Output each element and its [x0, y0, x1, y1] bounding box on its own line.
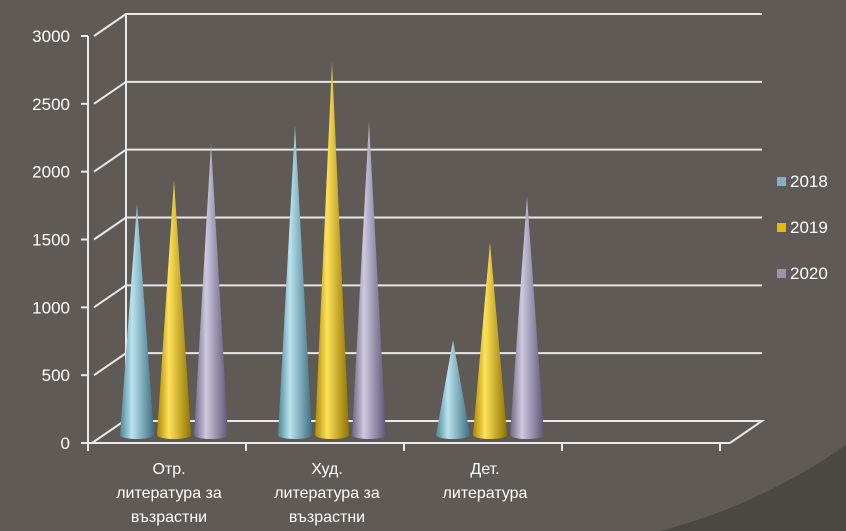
bar-2019-0 [157, 179, 191, 440]
x-tick-label: литература [443, 485, 528, 502]
gridline [93, 216, 762, 241]
y-tick-label: 1500 [32, 231, 70, 250]
y-tick-label: 3000 [32, 27, 70, 46]
corner-decoration [660, 445, 846, 531]
y-tick-label: 2000 [32, 163, 70, 182]
tick-labels: 0 500 1000 1500 2000 2500 3000 Отр. литература з… [32, 27, 527, 526]
y-tick-label: 0 [61, 434, 70, 453]
x-tick-label: Отр. [152, 461, 185, 478]
legend: 2018 2019 2020 [660, 172, 846, 531]
y-tick-label: 2500 [32, 95, 70, 114]
bar-2018-0 [120, 204, 154, 439]
gridline [93, 148, 762, 173]
gridline [93, 13, 762, 37]
gridline [93, 80, 762, 105]
legend-label-2018: 2018 [790, 172, 828, 191]
axes [81, 14, 730, 451]
y-tick-label: 1000 [32, 298, 70, 317]
legend-label-2019: 2019 [790, 218, 828, 237]
legend-swatch-2019 [777, 223, 786, 232]
bar-2019-2 [473, 242, 507, 439]
x-tick-label: възрастни [289, 509, 365, 526]
legend-swatch-2020 [777, 269, 786, 278]
y-tick-label: 500 [42, 366, 70, 385]
bar-2018-1 [278, 125, 312, 440]
gridline [91, 420, 766, 444]
x-tick-label: литература за [274, 485, 380, 502]
gridline [93, 352, 762, 376]
legend-swatch-2018 [777, 177, 786, 186]
bar-2020-0 [194, 143, 228, 440]
x-tick-label: възрастни [131, 509, 207, 526]
bar-2018-2 [436, 340, 470, 439]
gridline [93, 284, 762, 309]
x-tick-label: Дет. [470, 461, 499, 478]
x-tick-label: Худ. [311, 461, 343, 478]
x-tick-label: литература за [116, 485, 222, 502]
bar-2020-1 [352, 121, 386, 440]
bar-2019-1 [315, 61, 349, 440]
bars [120, 61, 544, 440]
legend-label-2020: 2020 [790, 264, 828, 283]
bar-2020-2 [510, 196, 544, 439]
gridlines [91, 13, 766, 444]
